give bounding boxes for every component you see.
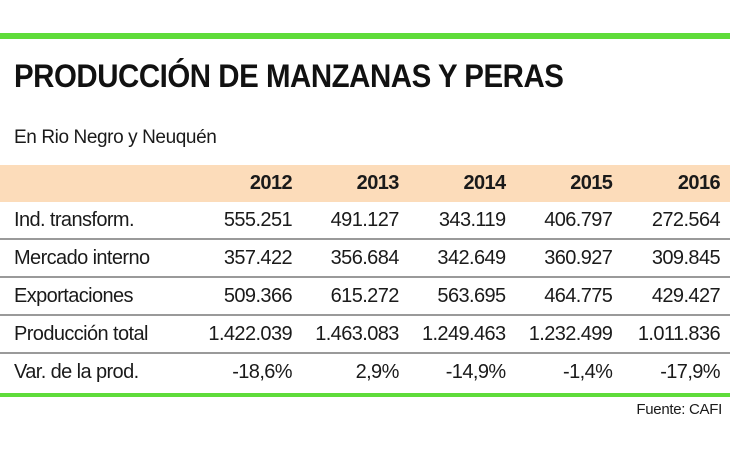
table-cell: 1.463.083 xyxy=(292,315,399,354)
table-cell: 509.366 xyxy=(182,277,293,316)
table-cell: 343.119 xyxy=(398,202,506,240)
header-band xyxy=(0,165,730,202)
table-cell: -14,9% xyxy=(445,360,506,383)
table-cell: -18,6% xyxy=(232,360,292,383)
table-cell: 555.251 xyxy=(182,202,293,240)
table-cell: 360.927 xyxy=(505,239,613,278)
table-cell: 356.684 xyxy=(292,239,399,278)
header-corner xyxy=(0,165,182,202)
row-label: Exportaciones xyxy=(0,277,182,316)
table-row: Ind. transform. 555.251 491.127 343.119 406.… xyxy=(0,202,730,240)
row-label: Mercado interno xyxy=(0,239,182,278)
table-row: Exportaciones 509.366 615.272 563.695 464.77… xyxy=(0,277,730,316)
row-label: Ind. transform. xyxy=(0,202,182,240)
table-cell: 429.427 xyxy=(612,277,730,316)
row-label: Producción total xyxy=(0,315,182,354)
table-row: Mercado interno 357.422 356.684 342.649 360.… xyxy=(0,239,730,278)
table-cell: 491.127 xyxy=(292,202,399,240)
table-row: Producción total 1.422.039 1.463.083 1.249.… xyxy=(0,315,730,354)
table-cell: 342.649 xyxy=(398,239,506,278)
table-cell: 1.011.836 xyxy=(612,315,730,354)
table-cell: 357.422 xyxy=(182,239,293,278)
table-cell: 406.797 xyxy=(505,202,613,240)
header-row: 2012 2013 2014 2015 2016 xyxy=(0,165,730,202)
column-header-2015: 2015 xyxy=(570,172,613,194)
table-cell: -17,9% xyxy=(660,360,720,383)
table-cell: 272.564 xyxy=(612,202,730,240)
row-label: Var. de la prod. xyxy=(14,360,139,383)
column-header-2012: 2012 xyxy=(249,172,293,194)
table-cell: 309.845 xyxy=(612,239,730,278)
production-table: 2012 2013 2014 2015 2016 Ind. transform. 555.… xyxy=(0,165,730,390)
column-header-2016: 2016 xyxy=(677,172,721,194)
table-cell: -1,4% xyxy=(563,360,613,383)
table-cell: 1.422.039 xyxy=(182,315,293,354)
top-green-rule xyxy=(0,33,730,39)
table-cell: 2,9% xyxy=(355,360,400,383)
table-cell: 563.695 xyxy=(398,277,506,316)
subtitle: En Rio Negro y Neuquén xyxy=(14,127,217,148)
table-cell: 1.232.499 xyxy=(505,315,613,354)
table-cell: 464.775 xyxy=(505,277,613,316)
table-cell: 615.272 xyxy=(292,277,399,316)
page-title: PRODUCCIÓN DE MANZANAS Y PERAS xyxy=(14,58,564,94)
source-note: Fuente: CAFI xyxy=(636,401,722,418)
table-row: Var. de la prod. -18,6% 2,9% -14,9% -1,4% -17… xyxy=(0,353,730,390)
table-cell: 1.249.463 xyxy=(398,315,506,354)
column-header-2014: 2014 xyxy=(463,172,506,194)
column-header-2013: 2013 xyxy=(356,172,400,194)
bottom-green-rule xyxy=(0,393,730,397)
